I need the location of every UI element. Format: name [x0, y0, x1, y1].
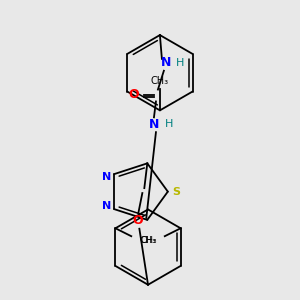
Text: S: S — [173, 187, 181, 196]
Text: CH₃: CH₃ — [140, 236, 157, 245]
Text: O: O — [129, 88, 140, 101]
Text: H: H — [176, 58, 184, 68]
Text: N: N — [149, 118, 159, 131]
Text: CH₃: CH₃ — [151, 76, 169, 85]
Text: N: N — [161, 56, 171, 69]
Text: CH₃: CH₃ — [139, 236, 156, 245]
Text: O: O — [132, 214, 143, 227]
Text: N: N — [101, 172, 111, 182]
Text: H: H — [165, 119, 173, 129]
Text: N: N — [101, 201, 111, 211]
